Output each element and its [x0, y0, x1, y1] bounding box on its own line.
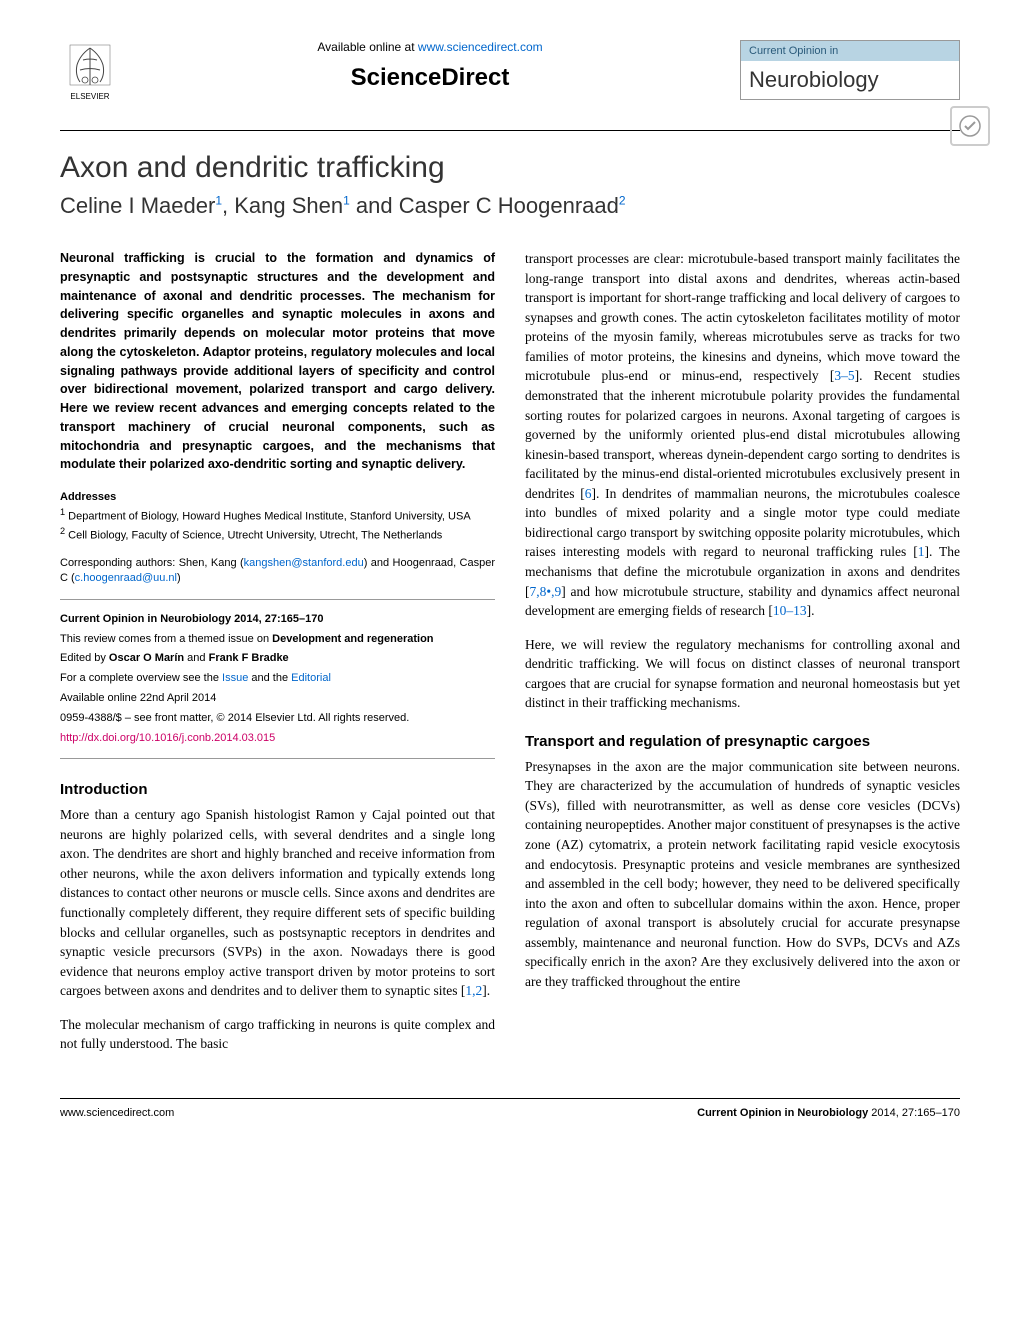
- available-text: Available online at: [317, 40, 418, 54]
- elsevier-label: ELSEVIER: [70, 92, 109, 101]
- review-from: This review comes from a themed issue on…: [60, 630, 495, 650]
- theme: Development and regeneration: [272, 633, 433, 645]
- corr-email-1[interactable]: kangshen@stanford.edu: [244, 557, 364, 569]
- overview-line: For a complete overview see the Issue an…: [60, 669, 495, 689]
- two-column-layout: Neuronal trafficking is crucial to the f…: [60, 249, 960, 1068]
- intro-heading: Introduction: [60, 779, 495, 801]
- editor-1: Oscar O Marín: [109, 652, 184, 664]
- page-footer: www.sciencedirect.com Current Opinion in…: [60, 1098, 960, 1119]
- footer-url[interactable]: www.sciencedirect.com: [60, 1107, 174, 1119]
- right-column: transport processes are clear: microtubu…: [525, 249, 960, 1068]
- copyright: 0959-4388/$ – see front matter, © 2014 E…: [60, 709, 495, 729]
- transport-heading: Transport and regulation of presynaptic …: [525, 731, 960, 753]
- header-divider: [60, 130, 960, 131]
- journal-badge-bottom: Neurobiology: [741, 61, 959, 99]
- info-box: Current Opinion in Neurobiology 2014, 27…: [60, 599, 495, 760]
- addresses-label: Addresses: [60, 490, 495, 506]
- crossmark-icon[interactable]: [950, 106, 990, 146]
- addr-sup-1: 1: [60, 507, 65, 517]
- author-1-affil: 1: [215, 194, 222, 208]
- author-2-affil: 1: [343, 194, 350, 208]
- editor-2: Frank F Bradke: [209, 652, 289, 664]
- issue-link[interactable]: Issue: [222, 672, 248, 684]
- header-center: Available online at www.sciencedirect.co…: [120, 40, 740, 92]
- header-row: ELSEVIER Available online at www.science…: [60, 40, 960, 110]
- corr-text: Corresponding authors: Shen, Kang (: [60, 557, 244, 569]
- header-left: ELSEVIER: [60, 40, 120, 110]
- journal-badge: Current Opinion in Neurobiology: [740, 40, 960, 100]
- abstract: Neuronal trafficking is crucial to the f…: [60, 249, 495, 474]
- sciencedirect-url[interactable]: www.sciencedirect.com: [418, 40, 543, 54]
- intro-paragraph-2: The molecular mechanism of cargo traffic…: [60, 1015, 495, 1054]
- journal-badge-top: Current Opinion in: [741, 41, 959, 61]
- sciencedirect-logo: ScienceDirect: [120, 64, 740, 92]
- available-online: Available online at www.sciencedirect.co…: [120, 40, 740, 54]
- footer-ref: Current Opinion in Neurobiology 2014, 27…: [697, 1107, 960, 1119]
- editorial-link[interactable]: Editorial: [291, 672, 331, 684]
- elsevier-tree-icon: [65, 40, 115, 90]
- author-sep-1: , Kang Shen: [222, 193, 343, 218]
- corr-email-2[interactable]: c.hoogenraad@uu.nl: [75, 572, 177, 584]
- author-sep-2: and Casper C Hoogenraad: [350, 193, 619, 218]
- doi-link[interactable]: http://dx.doi.org/10.1016/j.conb.2014.03…: [60, 732, 275, 744]
- left-column: Neuronal trafficking is crucial to the f…: [60, 249, 495, 1068]
- page-container: ELSEVIER Available online at www.science…: [0, 0, 1020, 1149]
- addr-sup-2: 2: [60, 526, 65, 536]
- col2-paragraph-2: Here, we will review the regulatory mech…: [525, 635, 960, 713]
- ref-link-7-9[interactable]: 7,8•,9: [530, 584, 562, 599]
- ref-link-3-5[interactable]: 3–5: [834, 368, 854, 383]
- elsevier-logo: ELSEVIER: [60, 40, 120, 110]
- authors: Celine I Maeder1, Kang Shen1 and Casper …: [60, 193, 960, 219]
- corr-end: ): [177, 572, 181, 584]
- addresses: 1 Department of Biology, Howard Hughes M…: [60, 506, 495, 544]
- ref-link-10-13[interactable]: 10–13: [773, 603, 807, 618]
- ref-link-1-2[interactable]: 1,2: [465, 983, 482, 998]
- author-1: Celine I Maeder: [60, 193, 215, 218]
- intro-paragraph-1: More than a century ago Spanish histolog…: [60, 805, 495, 1001]
- address-2: Cell Biology, Faculty of Science, Utrech…: [68, 530, 442, 542]
- col2-paragraph-1: transport processes are clear: microtubu…: [525, 249, 960, 621]
- corresponding-authors: Corresponding authors: Shen, Kang (kangs…: [60, 556, 495, 587]
- author-3-affil: 2: [619, 194, 626, 208]
- article-title: Axon and dendritic trafficking: [60, 151, 960, 185]
- available-online-date: Available online 22nd April 2014: [60, 689, 495, 709]
- transport-paragraph-1: Presynapses in the axon are the major co…: [525, 757, 960, 992]
- edited-by: Edited by Oscar O Marín and Frank F Brad…: [60, 649, 495, 669]
- ref-link-6[interactable]: 6: [585, 486, 592, 501]
- address-1: Department of Biology, Howard Hughes Med…: [68, 511, 471, 523]
- journal-reference: Current Opinion in Neurobiology 2014, 27…: [60, 610, 495, 630]
